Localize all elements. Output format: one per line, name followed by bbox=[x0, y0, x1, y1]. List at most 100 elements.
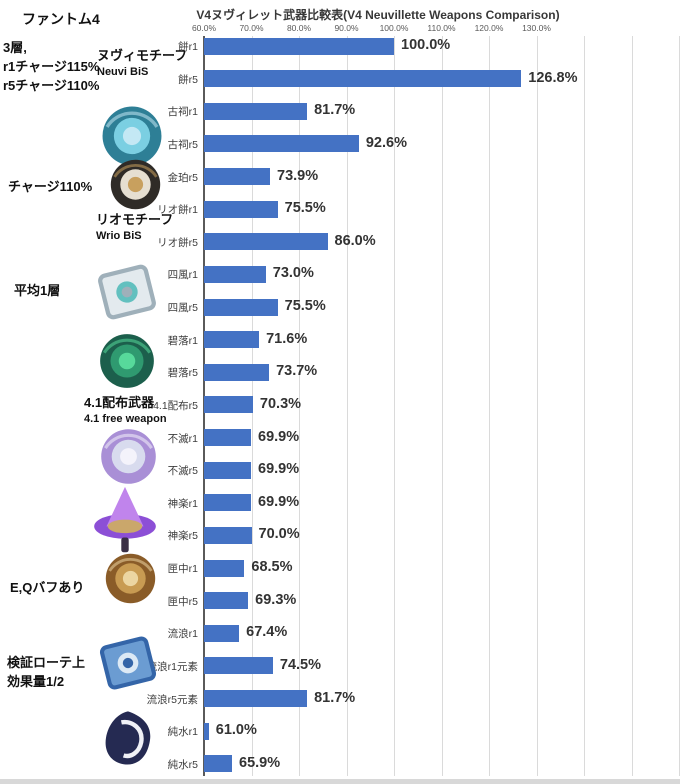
bar-label: 純水r5 bbox=[167, 758, 198, 771]
group-annotation: 4.1配布武器 4.1 free weapon bbox=[84, 394, 167, 428]
x-axis-tick-label: 70.0% bbox=[239, 23, 264, 33]
tome-of-eternal-flow-icon bbox=[98, 102, 166, 170]
bar-value-label: 69.9% bbox=[258, 461, 300, 478]
bar-value-label: 75.5% bbox=[284, 200, 326, 217]
kagura-verity-icon bbox=[88, 482, 162, 556]
x-axis-tick-label: 110.0% bbox=[427, 23, 456, 33]
bar bbox=[204, 494, 252, 512]
bar bbox=[204, 298, 278, 316]
everlasting-moonglow-icon bbox=[97, 425, 160, 488]
bar-value-label: 69.9% bbox=[258, 428, 300, 445]
bottom-edge-strip bbox=[0, 779, 680, 784]
group-annotation: ヌヴィモチーフ Neuvi BiS bbox=[97, 47, 187, 81]
x-axis-tick-label: 120.0% bbox=[474, 23, 504, 33]
bar-label: 古祠r5 bbox=[167, 138, 198, 151]
bar-label: 流浪r1元素 bbox=[146, 660, 198, 673]
bar-label: 四風r5 bbox=[167, 302, 198, 315]
bar-label: 不滅r1 bbox=[167, 432, 198, 445]
bar-value-label: 68.5% bbox=[251, 559, 293, 576]
bar-label: 匣中r1 bbox=[167, 563, 198, 576]
bar bbox=[204, 233, 328, 251]
bar bbox=[204, 559, 245, 577]
annotation-line: r5チャージ110% bbox=[3, 78, 100, 93]
bar-label: 4.1配布r5 bbox=[153, 399, 198, 412]
bar bbox=[204, 690, 308, 708]
solar-pearl-icon bbox=[102, 550, 159, 607]
bar bbox=[204, 526, 252, 544]
bar-value-label: 81.7% bbox=[314, 102, 356, 119]
bar-value-label: 75.5% bbox=[284, 298, 326, 315]
jadefall-splendor-icon bbox=[96, 330, 158, 392]
left-annotation: E,Qバフあり bbox=[10, 578, 84, 597]
left-annotation: 3層, r1チャージ115% r5チャージ110% bbox=[3, 38, 99, 95]
bar bbox=[204, 135, 359, 153]
annotation-line: リオモチーフ bbox=[96, 212, 174, 227]
bar-label: 流浪r5元素 bbox=[146, 693, 198, 706]
bar-label: 純水r1 bbox=[167, 726, 198, 739]
cashflow-supervision-icon bbox=[107, 156, 164, 213]
bar-value-label: 73.7% bbox=[276, 363, 318, 380]
bar bbox=[204, 624, 240, 642]
bar bbox=[204, 363, 270, 381]
widsith-icon bbox=[97, 632, 159, 694]
gridline bbox=[394, 36, 395, 776]
bar-value-label: 67.4% bbox=[246, 624, 288, 641]
annotation-line: Neuvi BiS bbox=[97, 66, 149, 78]
bar-label: 流浪r1 bbox=[167, 628, 198, 641]
bar bbox=[204, 265, 266, 283]
bar-label: 匣中r5 bbox=[167, 595, 198, 608]
x-axis-tick-label: 130.0% bbox=[522, 23, 551, 33]
bar bbox=[204, 461, 252, 479]
bar-value-label: 86.0% bbox=[334, 232, 376, 249]
left-annotation: チャージ110% bbox=[8, 177, 92, 196]
bar-label: 神楽r1 bbox=[167, 497, 198, 510]
flowing-purity-icon bbox=[95, 707, 161, 773]
bar-value-label: 70.0% bbox=[258, 526, 300, 543]
annotation-line: 平均1層 bbox=[14, 283, 61, 298]
annotation-line: 3層, bbox=[3, 40, 27, 55]
gridline bbox=[299, 36, 300, 776]
bar-value-label: 92.6% bbox=[365, 134, 407, 151]
lost-prayer-icon bbox=[95, 260, 159, 324]
bar-label: 餅r1 bbox=[178, 41, 198, 53]
bar bbox=[204, 657, 273, 675]
bar bbox=[204, 70, 522, 88]
bar-value-label: 73.0% bbox=[272, 265, 314, 282]
bar bbox=[204, 755, 233, 773]
annotation-line: 4.1配布武器 bbox=[84, 395, 155, 410]
bar-label: 碧落r5 bbox=[167, 367, 198, 380]
bar bbox=[204, 37, 394, 55]
gridline bbox=[536, 36, 538, 776]
bar-label: リオ餅r1 bbox=[157, 204, 198, 217]
bar-value-label: 74.5% bbox=[279, 656, 321, 673]
left-annotation: 平均1層 bbox=[14, 281, 60, 300]
left-annotation: 検証ローテ上 効果量1/2 bbox=[7, 653, 85, 691]
annotation-line: 4.1 free weapon bbox=[84, 413, 167, 425]
bar-label: 四風r1 bbox=[167, 269, 198, 282]
bar bbox=[204, 331, 260, 349]
annotation-line: 検証ローテ上 bbox=[7, 655, 86, 670]
annotation-line: ヌヴィモチーフ bbox=[97, 48, 188, 63]
x-axis-tick-label: 100.0% bbox=[379, 23, 409, 33]
bar-label: 金珀r5 bbox=[167, 171, 198, 184]
bar bbox=[204, 200, 278, 218]
gridline bbox=[441, 36, 443, 776]
bar bbox=[204, 102, 308, 120]
bar-label: リオ餅r5 bbox=[157, 236, 198, 249]
gridline bbox=[631, 36, 633, 776]
bar-label: 古祠r1 bbox=[167, 106, 198, 119]
bar-label: 餅r5 bbox=[178, 73, 198, 86]
bar-value-label: 81.7% bbox=[314, 689, 356, 706]
bar-label: 神楽r5 bbox=[167, 530, 198, 543]
bar-label: 碧落r1 bbox=[167, 334, 198, 347]
bar bbox=[204, 396, 253, 414]
bar-value-label: 61.0% bbox=[215, 722, 257, 739]
annotation-line: 効果量1/2 bbox=[7, 674, 65, 689]
chart-title: V4ヌヴィレット武器比較表(V4 Neuvillette Weapons Com… bbox=[196, 8, 560, 22]
gridline bbox=[584, 36, 585, 776]
annotation-line: チャージ110% bbox=[8, 179, 93, 194]
gridline bbox=[489, 36, 490, 776]
bar-label: 不滅r5 bbox=[167, 465, 198, 478]
